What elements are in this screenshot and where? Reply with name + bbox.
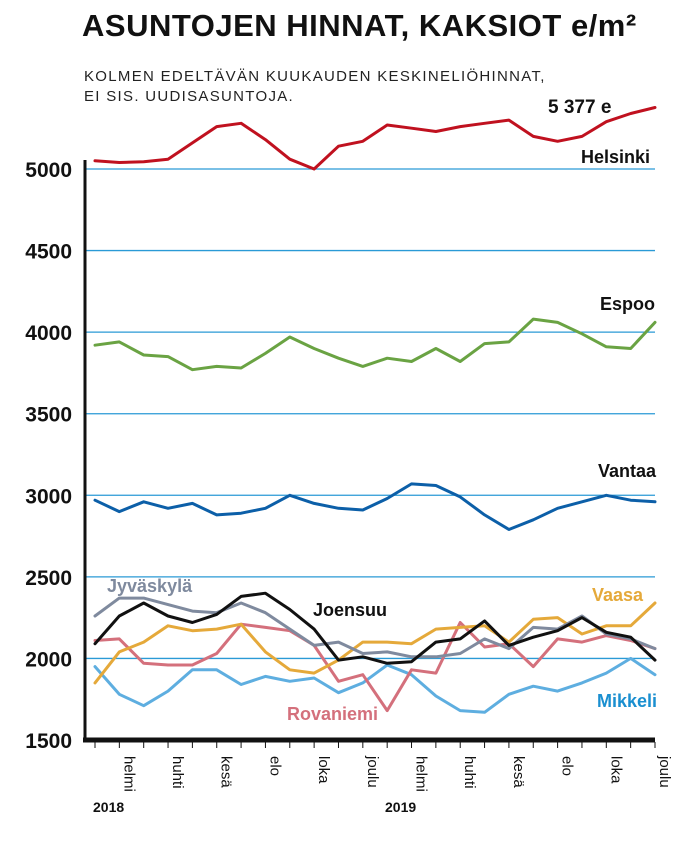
series-label-vaasa: Vaasa — [592, 585, 644, 605]
chart-subtitle-line1: KOLMEN EDELTÄVÄN KUUKAUDEN KESKINELIÖHIN… — [84, 68, 546, 85]
series-line-vaasa — [93, 601, 657, 685]
y-tick-label: 3500 — [25, 404, 72, 427]
x-tick-label: huhti — [461, 756, 478, 789]
x-tick-label: kesä — [218, 756, 235, 788]
series-label-rovaniemi: Rovaniemi — [287, 704, 378, 724]
x-tick-label: joulu — [656, 755, 673, 788]
x-tick-label: kesä — [510, 756, 527, 788]
year-label-2019: 2019 — [385, 799, 416, 815]
x-tick-label: elo — [559, 756, 576, 776]
series-line-vantaa — [93, 482, 657, 531]
y-tick-label: 1500 — [25, 730, 72, 753]
series-label-vantaa: Vantaa — [598, 461, 657, 481]
year-label-2018: 2018 — [93, 799, 124, 815]
x-tick-label: huhti — [169, 756, 186, 789]
x-tick-label: loka — [315, 756, 332, 784]
chart-title: ASUNTOJEN HINNAT, KAKSIOT e/m² — [82, 8, 637, 43]
series-label-helsinki: Helsinki — [581, 147, 650, 167]
series-line-rovaniemi — [93, 621, 657, 713]
y-tick-label: 5000 — [25, 159, 72, 182]
y-tick-label: 2500 — [25, 567, 72, 590]
x-tick-label: helmi — [413, 756, 430, 792]
series-label-joensuu: Joensuu — [313, 600, 387, 620]
series-line-mikkeli — [93, 656, 657, 714]
series-label-espoo: Espoo — [600, 294, 655, 314]
series-line-espoo — [93, 317, 657, 372]
x-tick-label: loka — [607, 756, 624, 784]
series-line-joensuu — [93, 591, 657, 665]
y-tick-label: 3000 — [25, 485, 72, 508]
helsinki-last-value-label: 5 377 e — [548, 97, 611, 118]
series-line-helsinki — [93, 106, 657, 171]
series-label-jyvaskyla: Jyväskylä — [107, 576, 193, 596]
x-tick-label: elo — [266, 756, 283, 776]
x-tick-label: joulu — [364, 755, 381, 788]
y-tick-label: 4000 — [25, 322, 72, 345]
y-tick-label: 4500 — [25, 241, 72, 264]
y-tick-label: 2000 — [25, 648, 72, 671]
x-tick-label: helmi — [120, 756, 137, 792]
chart-subtitle-line2: EI SIS. UUDISASUNTOJA. — [84, 88, 295, 105]
series-label-mikkeli: Mikkeli — [597, 691, 657, 711]
